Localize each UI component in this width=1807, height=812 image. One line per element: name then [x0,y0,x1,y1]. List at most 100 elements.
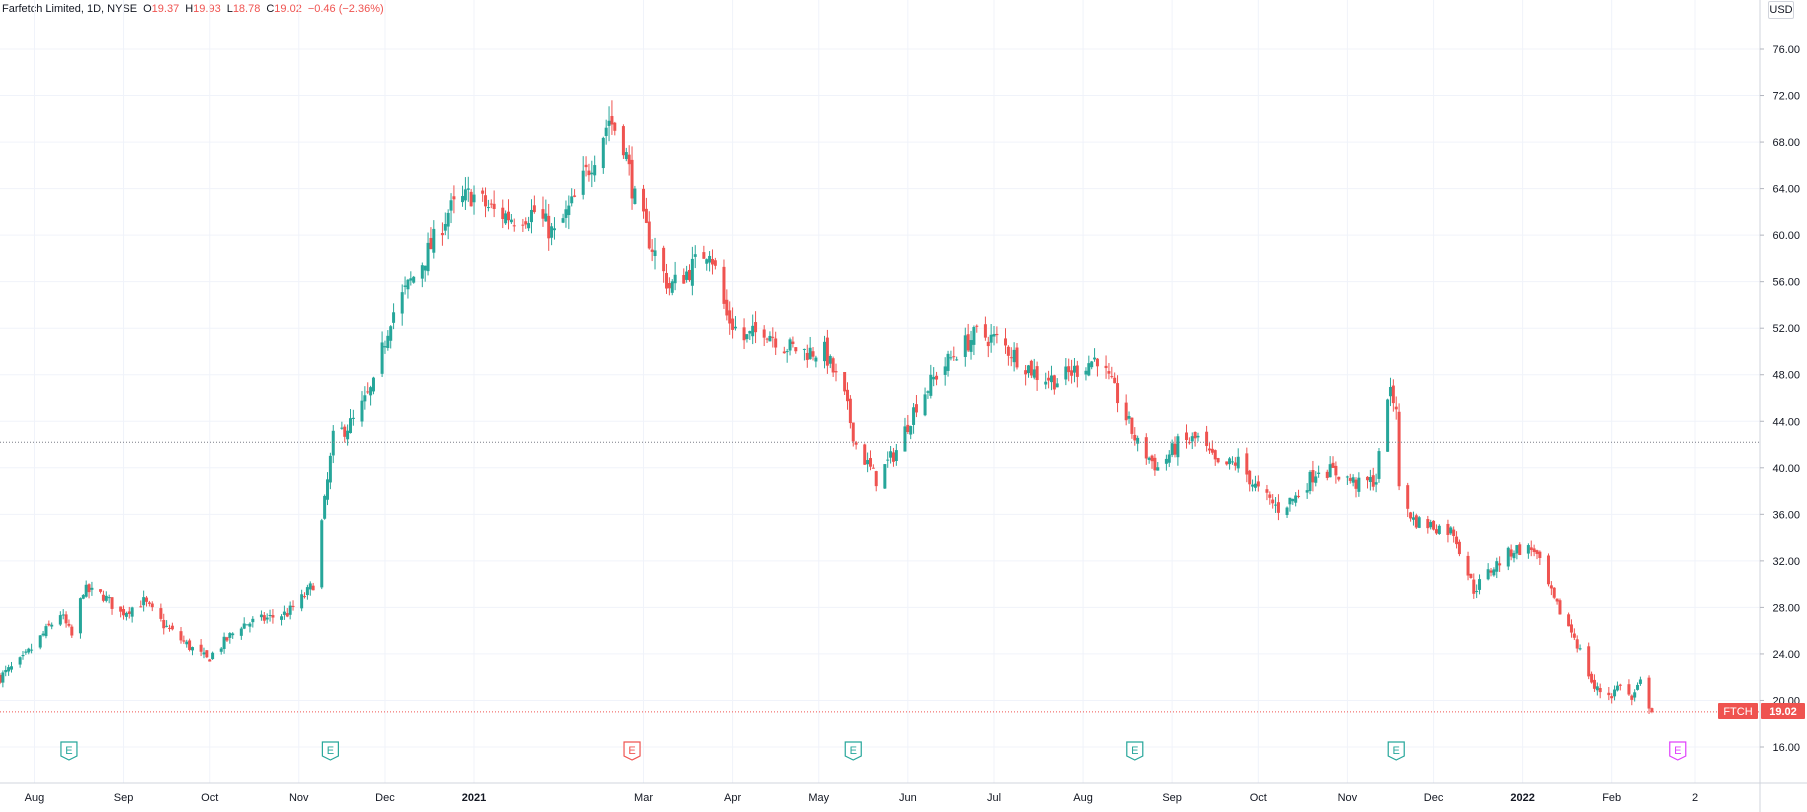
candle-body [1196,435,1200,438]
price-axis[interactable]: 76.00 72.00 68.00 64.00 60.00 56.00 52.00 48.00… [1760,44,1800,754]
candle-body [1417,517,1421,528]
candle-body [222,636,226,649]
candle-body [633,188,637,204]
candle-body [868,458,872,467]
candle-body [99,589,103,592]
candle-body [486,207,490,209]
candle-body [288,605,292,615]
candle-body [484,195,488,207]
candle-body [851,422,855,442]
candle-body [389,326,393,341]
candle-body [946,353,950,371]
candle-body [1072,365,1076,373]
earnings-marker[interactable]: E [844,741,862,761]
candle-body [1205,431,1209,446]
candle-body [1518,544,1522,555]
candle-body [685,271,689,280]
candle-body [1087,363,1091,376]
earnings-marker[interactable]: E [321,741,339,761]
price-tick-label: 28.00 [1772,602,1800,614]
candle-body [1006,346,1010,356]
candle-body [1486,569,1490,580]
currency-button[interactable]: USD [1768,1,1794,19]
candle-body [1434,529,1438,534]
candle-body [1572,633,1576,638]
candle-body [366,391,370,393]
candle-body [949,357,953,359]
candle-body [1457,541,1461,555]
candle-body [159,608,163,619]
candle-body [265,617,269,620]
candle-body [843,372,847,392]
candle-body [808,347,812,360]
candle-body [1187,442,1191,444]
candle-body [24,651,28,653]
candle-body [1167,454,1171,463]
price-tick-label: 56.00 [1772,277,1800,289]
candle-body [952,356,956,358]
candle-body [1004,338,1008,346]
earnings-marker[interactable]: E [1126,741,1144,761]
candle-body [570,196,574,204]
candle-body [443,224,447,231]
candle-body [1452,529,1456,536]
time-tick-label: May [808,792,829,804]
candle-body [992,334,996,337]
candle-body [1015,347,1019,368]
candle-body [1291,498,1295,502]
time-tick-label: Apr [724,792,741,804]
candle-body [150,603,154,608]
candle-body [1647,677,1651,709]
candle-body [406,279,410,290]
candle-body [1478,579,1482,590]
candle-body [1026,365,1030,374]
candle-body [1598,688,1602,693]
candle-body [1406,485,1410,509]
candle-body [662,247,666,272]
candle-body [1512,553,1516,559]
candle-body [624,152,628,160]
earnings-marker[interactable]: E [1387,741,1405,761]
candle-body [693,254,697,257]
candle-body [47,623,51,626]
candle-body [392,312,396,323]
candle-body [610,116,614,125]
candle-body [1095,358,1099,367]
candle-body [1170,443,1174,456]
candle-body [529,209,533,223]
candle-body [1337,476,1341,480]
candle-body [1489,570,1493,573]
earnings-marker[interactable]: E [1669,741,1687,761]
candle-body [889,451,893,458]
candle-body [1429,521,1433,528]
earnings-marker[interactable]: E [60,741,78,761]
candle-body [231,633,235,636]
earnings-marker[interactable]: E [623,741,641,761]
candle-body [1110,376,1114,378]
candle-body [326,479,330,500]
candle-body [989,334,993,343]
candle-body [667,283,671,289]
candle-body [1133,434,1137,441]
candle-body [1251,484,1255,487]
candle-body [673,274,677,284]
candle-body [1328,464,1332,478]
candle-body [621,126,625,156]
candle-body [1388,386,1392,397]
time-axis[interactable]: Aug Sep Oct Nov Dec 2021 Mar Apr May Jun Jul Aug Sep… [25,792,1698,804]
candle-body [308,583,312,590]
candle-body [1630,695,1634,700]
candle-body [1268,494,1272,498]
candle-body [1044,381,1048,385]
candle-body [527,223,531,229]
candle-body [1190,436,1194,442]
candle-body [567,205,571,216]
candle-body [1607,692,1611,696]
candle-body [1207,448,1211,451]
candle-body [768,335,772,342]
candle-body [1236,456,1240,469]
candle-body [650,249,654,252]
candle-body [1311,470,1315,483]
